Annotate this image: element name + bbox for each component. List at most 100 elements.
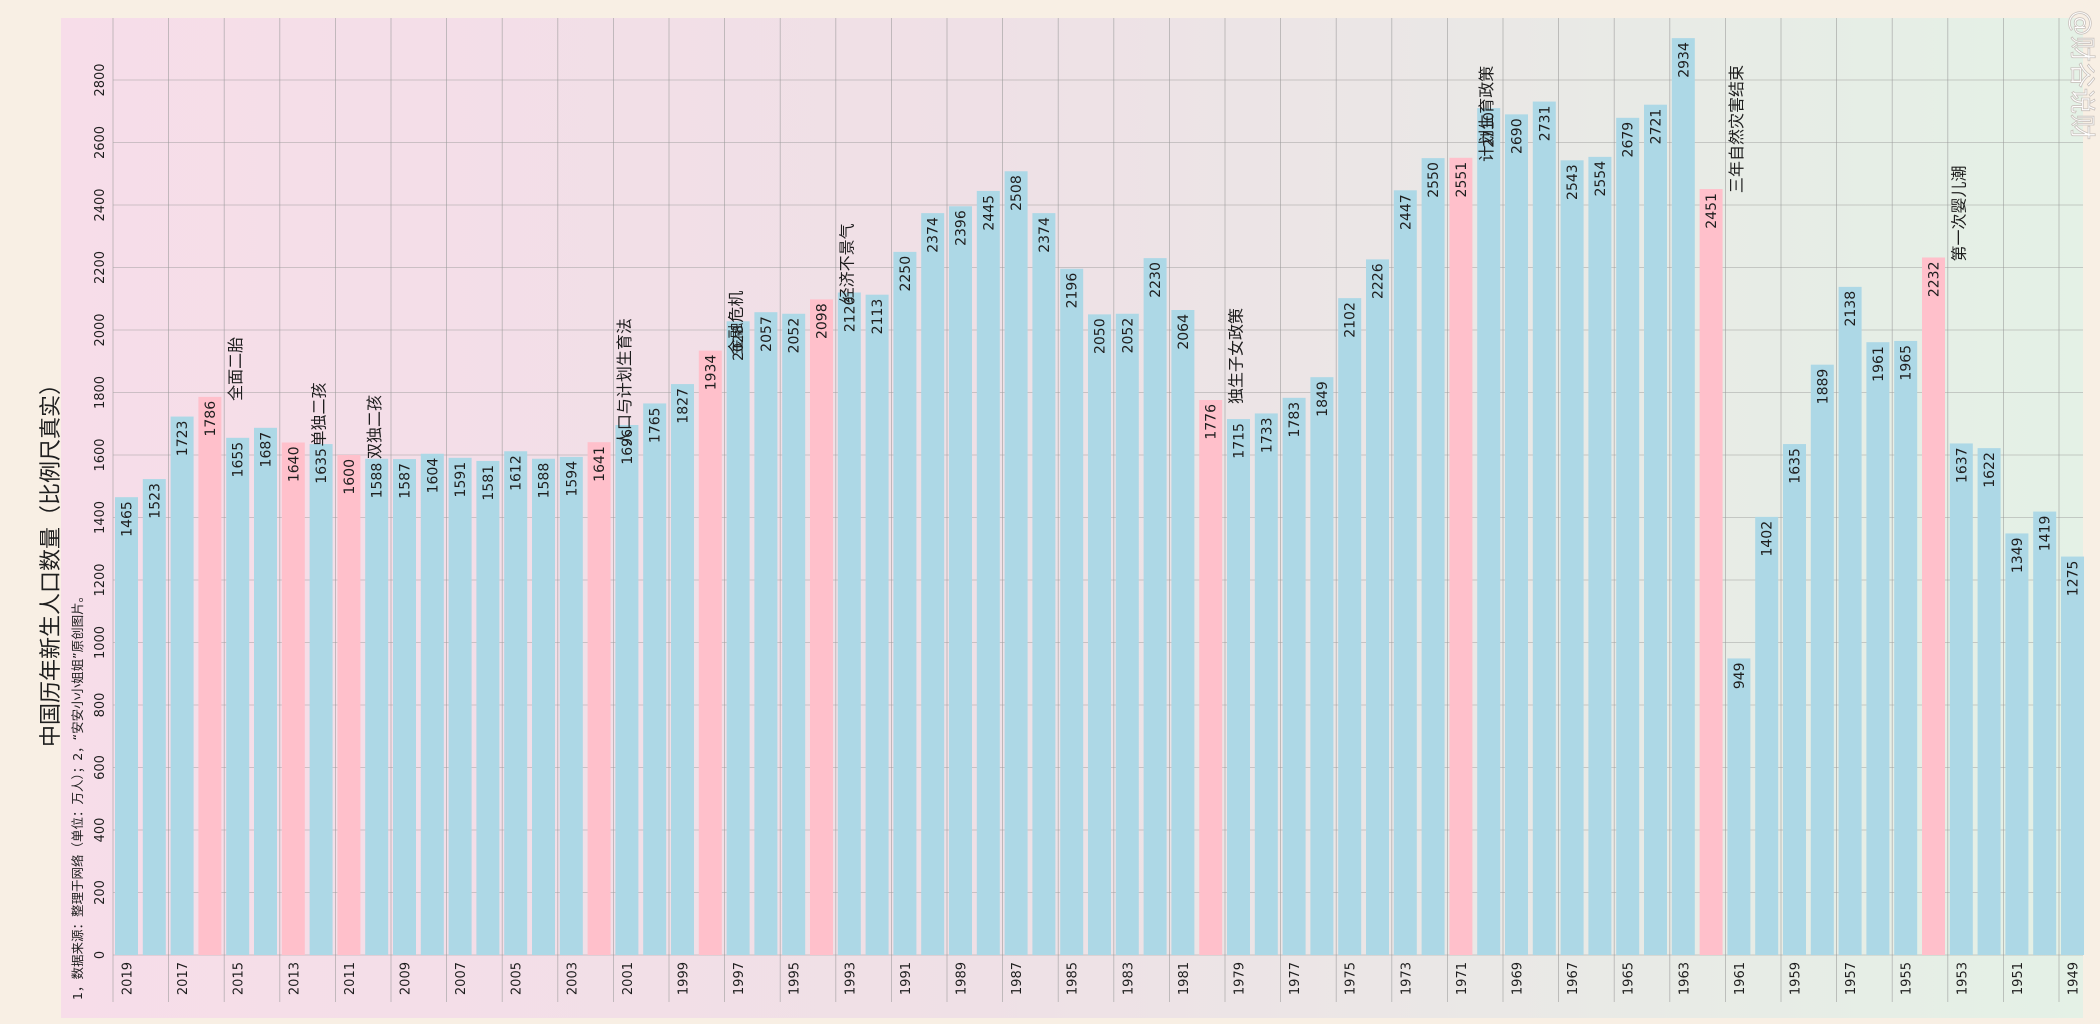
- value-label: 1587: [398, 463, 414, 499]
- value-label: 2250: [898, 256, 914, 292]
- bar: [254, 427, 277, 955]
- bar: [865, 294, 889, 955]
- bar: [226, 437, 250, 955]
- x-tick-label: 1995: [788, 962, 803, 995]
- bar: [532, 458, 555, 955]
- x-tick-label: 2003: [565, 962, 580, 995]
- value-label: 2230: [1148, 262, 1164, 298]
- bar: [1254, 413, 1278, 955]
- value-label: 1961: [1871, 346, 1887, 382]
- y-tick-label: 0: [93, 951, 108, 959]
- bar: [504, 451, 528, 955]
- value-label: 2052: [787, 318, 803, 354]
- value-label: 2113: [870, 299, 886, 335]
- x-tick-label: 2007: [454, 962, 469, 995]
- bar: [1977, 448, 2001, 955]
- x-tick-label: 1993: [843, 962, 858, 995]
- x-tick-label: 1985: [1066, 962, 1081, 995]
- bar: [1505, 114, 1528, 955]
- bar: [587, 442, 611, 955]
- y-tick-label: 1400: [93, 501, 108, 534]
- value-label: 2710: [1482, 112, 1498, 148]
- value-label: 2138: [1843, 291, 1859, 327]
- value-label: 2445: [981, 195, 997, 231]
- bar: [921, 213, 945, 955]
- x-tick-label: 2019: [121, 962, 136, 995]
- value-label: 2679: [1621, 122, 1637, 158]
- y-tick-label: 800: [93, 693, 108, 718]
- bar: [893, 251, 917, 955]
- bar: [810, 299, 833, 955]
- x-tick-label: 2017: [176, 962, 191, 995]
- y-tick-label: 2600: [93, 126, 108, 159]
- bar: [2061, 556, 2084, 955]
- value-label: 1581: [481, 465, 497, 501]
- bar: [1671, 38, 1695, 955]
- bar: [1477, 108, 1501, 955]
- value-label: 1402: [1760, 521, 1776, 557]
- y-tick-label: 2400: [93, 188, 108, 221]
- bar: [2005, 533, 2029, 955]
- value-label: 1827: [676, 388, 692, 424]
- event-annotation: 独生子女政策: [1227, 308, 1246, 404]
- value-label: 1523: [147, 483, 163, 519]
- x-tick-label: 1957: [1844, 962, 1859, 995]
- value-label: 1723: [175, 421, 191, 457]
- bar: [1644, 104, 1667, 955]
- bar: [1171, 310, 1195, 955]
- value-label: 1594: [564, 461, 580, 497]
- x-tick-label: 1989: [955, 962, 970, 995]
- x-tick-label: 1963: [1677, 962, 1692, 995]
- value-label: 1765: [648, 407, 664, 443]
- bar: [698, 350, 722, 955]
- x-tick-label: 1987: [1010, 962, 1025, 995]
- event-annotation: 单独二孩: [309, 382, 328, 446]
- bar: [976, 190, 1000, 955]
- bar: [1922, 257, 1945, 955]
- bar: [559, 456, 583, 955]
- x-tick-label: 1983: [1121, 962, 1136, 995]
- bar: [1949, 443, 1973, 955]
- value-label: 2731: [1537, 106, 1553, 142]
- watermark: @财谷说财: [2066, 10, 2096, 140]
- x-tick-label: 1997: [732, 962, 747, 995]
- bar: [281, 442, 305, 955]
- bar: [1393, 190, 1417, 955]
- x-tick-label: 1965: [1622, 962, 1637, 995]
- y-tick-label: 1800: [93, 376, 108, 409]
- bar: [142, 479, 166, 955]
- bar: [1032, 213, 1056, 955]
- y-tick-label: 2000: [93, 313, 108, 346]
- bar: [170, 416, 194, 955]
- bar: [2033, 511, 2057, 955]
- event-annotation: 经济不景气: [838, 223, 857, 303]
- event-annotation: 人口与计划生育法: [615, 318, 634, 446]
- value-label: 949: [1732, 662, 1748, 689]
- bar: [1838, 286, 1862, 955]
- bar: [393, 459, 416, 955]
- x-tick-label: 1955: [1900, 962, 1915, 995]
- event-annotation: 第一次婴儿潮: [1950, 165, 1969, 261]
- value-label: 1965: [1899, 345, 1915, 381]
- bar: [643, 403, 667, 955]
- value-label: 1687: [259, 432, 275, 468]
- x-tick-label: 1971: [1455, 962, 1470, 995]
- value-label: 1849: [1315, 381, 1331, 417]
- bar: [1143, 258, 1167, 955]
- value-label: 1635: [314, 448, 330, 484]
- x-tick-label: 2011: [343, 962, 358, 995]
- bar: [726, 321, 750, 955]
- bars: [115, 38, 2084, 955]
- bar: [448, 457, 472, 955]
- value-label: 2374: [926, 217, 942, 253]
- bar: [420, 453, 444, 955]
- x-tick-label: 2005: [510, 962, 525, 995]
- bar: [615, 425, 639, 955]
- value-label: 1612: [509, 455, 525, 491]
- y-tick-label: 1000: [93, 626, 108, 659]
- event-annotation: 计划生育政策: [1477, 66, 1496, 162]
- x-tick-label: 1959: [1789, 962, 1804, 995]
- x-tick-label: 1999: [677, 962, 692, 995]
